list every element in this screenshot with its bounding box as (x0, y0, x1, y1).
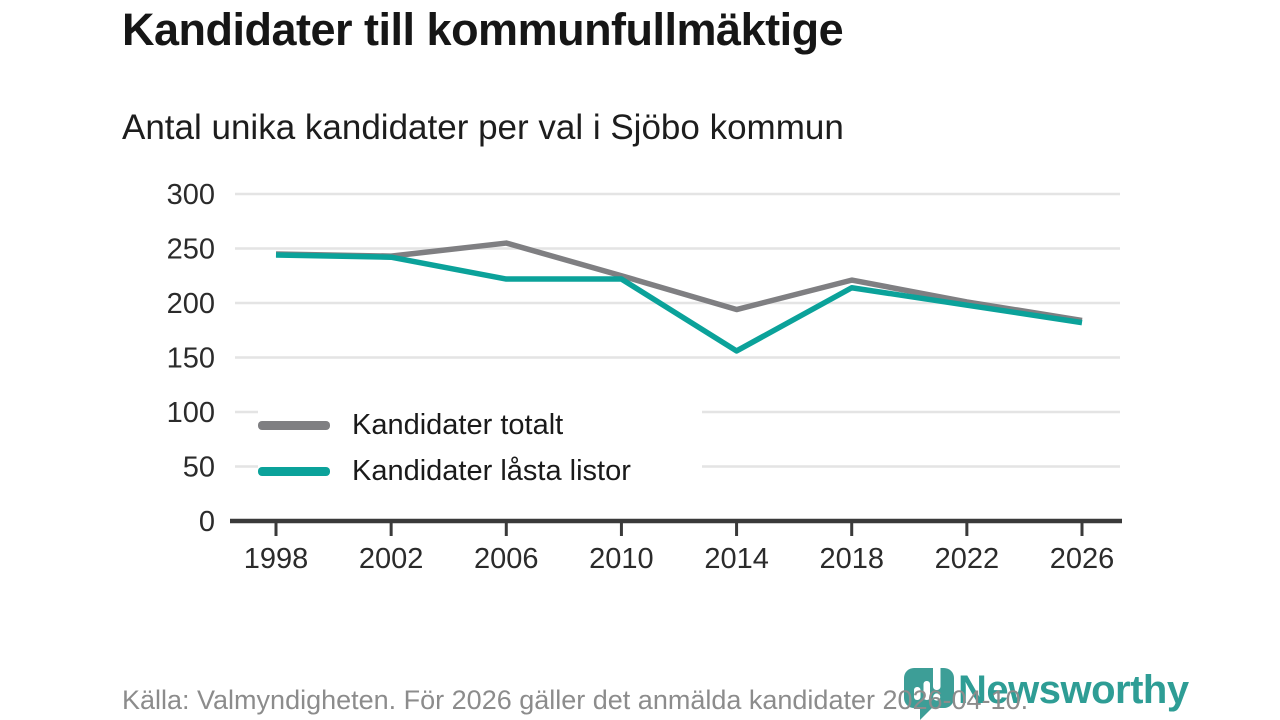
x-tick-label: 2002 (359, 543, 424, 575)
x-tick-label: 2014 (704, 543, 769, 575)
y-tick-label: 100 (167, 397, 215, 429)
y-tick-label: 300 (167, 179, 215, 211)
x-tick-label: 2006 (474, 543, 539, 575)
x-tick-label: 2026 (1050, 543, 1115, 575)
legend-label: Kandidater låsta listor (352, 454, 631, 487)
exclamation-bar (933, 664, 941, 690)
series-line-1 (275, 252, 1083, 354)
y-tick-label: 250 (167, 234, 215, 266)
x-tick-label: 2010 (589, 543, 654, 575)
newsworthy-pin-icon (904, 664, 954, 720)
legend-swatch-gray (258, 420, 330, 430)
legend-item-lasta-listor: Kandidater låsta listor (258, 448, 702, 494)
chart-legend: Kandidater totalt Kandidater låsta listo… (258, 402, 702, 494)
bar-medium (923, 681, 930, 700)
newsworthy-wordmark: Newsworthy (958, 668, 1189, 712)
page-title: Kandidater till kommunfullmäktige (122, 4, 844, 55)
series-line-0 (275, 240, 1083, 324)
chart-subtitle: Antal unika kandidater per val i Sjöbo k… (122, 108, 844, 147)
y-tick-label: 200 (167, 288, 215, 320)
bar-small (914, 687, 921, 700)
source-note: Källa: Valmyndigheten. För 2026 gäller d… (122, 685, 1029, 715)
x-tick-label: 2022 (935, 543, 1000, 575)
x-tick-label: 1998 (244, 543, 309, 575)
legend-item-totalt: Kandidater totalt (258, 402, 702, 448)
y-tick-label: 0 (199, 506, 215, 538)
exclamation-dot (933, 693, 941, 701)
y-tick-label: 50 (183, 452, 215, 484)
legend-label: Kandidater totalt (352, 408, 564, 441)
y-tick-label: 150 (167, 343, 215, 375)
legend-swatch-teal (258, 466, 330, 476)
x-tick-label: 2018 (819, 543, 884, 575)
